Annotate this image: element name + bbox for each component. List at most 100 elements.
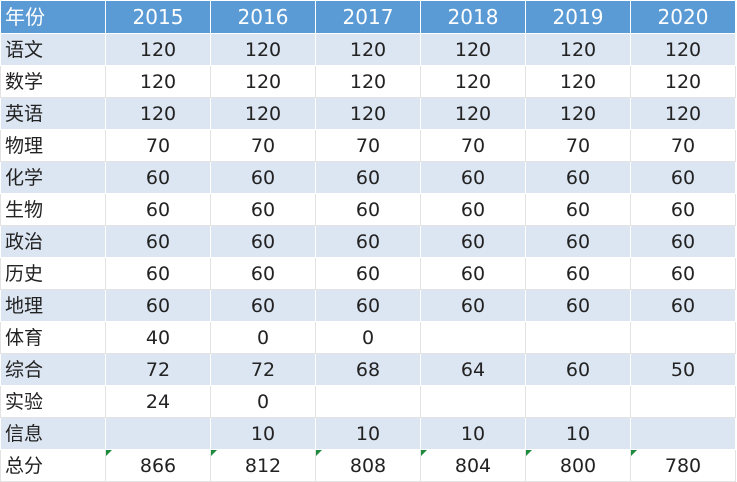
score-cell[interactable]: 60: [420, 193, 526, 226]
score-cell[interactable]: 120: [630, 65, 736, 98]
header-cell-year[interactable]: 2018: [420, 0, 526, 34]
header-cell-year[interactable]: 2015: [105, 0, 211, 34]
score-cell[interactable]: 60: [630, 257, 736, 290]
row-label-cell[interactable]: 历史: [0, 257, 106, 290]
row-label-cell[interactable]: 体育: [0, 321, 106, 354]
header-cell-year-label[interactable]: 年份: [0, 0, 106, 34]
score-cell[interactable]: 60: [210, 161, 316, 194]
score-cell[interactable]: 60: [210, 193, 316, 226]
score-cell[interactable]: 120: [420, 33, 526, 66]
score-cell[interactable]: 0: [315, 321, 421, 354]
score-cell[interactable]: 60: [315, 225, 421, 258]
score-cell[interactable]: 60: [630, 289, 736, 322]
score-cell[interactable]: 60: [525, 193, 631, 226]
score-cell[interactable]: 40: [105, 321, 211, 354]
row-label-cell[interactable]: 信息: [0, 417, 106, 450]
score-cell[interactable]: 120: [420, 97, 526, 130]
score-cell[interactable]: 60: [630, 225, 736, 258]
score-cell[interactable]: 120: [315, 33, 421, 66]
score-cell[interactable]: 120: [105, 33, 211, 66]
score-cell[interactable]: 120: [315, 97, 421, 130]
score-cell[interactable]: 60: [420, 161, 526, 194]
score-cell[interactable]: 120: [210, 65, 316, 98]
score-cell[interactable]: 60: [420, 289, 526, 322]
total-label-cell[interactable]: 总分: [0, 449, 106, 482]
score-cell[interactable]: 50: [630, 353, 736, 386]
score-cell[interactable]: 60: [630, 161, 736, 194]
header-cell-year[interactable]: 2016: [210, 0, 316, 34]
score-cell[interactable]: 60: [525, 353, 631, 386]
score-cell[interactable]: [630, 385, 736, 418]
score-cell[interactable]: 70: [315, 129, 421, 162]
score-cell[interactable]: 120: [210, 33, 316, 66]
row-label-cell[interactable]: 实验: [0, 385, 106, 418]
score-cell[interactable]: 60: [525, 161, 631, 194]
score-cell[interactable]: 120: [420, 65, 526, 98]
score-cell[interactable]: 0: [210, 321, 316, 354]
score-cell[interactable]: 10: [420, 417, 526, 450]
score-cell[interactable]: 120: [630, 33, 736, 66]
formula-warning-flag-icon[interactable]: [211, 450, 217, 456]
score-cell[interactable]: 10: [315, 417, 421, 450]
row-label-cell[interactable]: 数学: [0, 65, 106, 98]
header-cell-year[interactable]: 2017: [315, 0, 421, 34]
score-cell[interactable]: 120: [630, 97, 736, 130]
score-cell[interactable]: [420, 321, 526, 354]
row-label-cell[interactable]: 地理: [0, 289, 106, 322]
score-cell[interactable]: 70: [525, 129, 631, 162]
header-cell-year[interactable]: 2020: [630, 0, 736, 34]
score-cell[interactable]: 60: [105, 257, 211, 290]
score-cell[interactable]: [525, 385, 631, 418]
score-cell[interactable]: 60: [525, 289, 631, 322]
score-cell[interactable]: 60: [315, 289, 421, 322]
score-cell[interactable]: 120: [525, 65, 631, 98]
score-cell[interactable]: 120: [105, 65, 211, 98]
score-cell[interactable]: 60: [105, 193, 211, 226]
row-label-cell[interactable]: 综合: [0, 353, 106, 386]
score-cell[interactable]: 60: [315, 257, 421, 290]
score-cell[interactable]: 60: [315, 193, 421, 226]
formula-warning-flag-icon[interactable]: [526, 450, 532, 456]
score-cell[interactable]: [105, 417, 211, 450]
score-cell[interactable]: 70: [420, 129, 526, 162]
score-cell[interactable]: 120: [210, 97, 316, 130]
total-cell[interactable]: 808: [315, 449, 421, 482]
score-cell[interactable]: 70: [630, 129, 736, 162]
score-cell[interactable]: 60: [420, 225, 526, 258]
header-cell-year[interactable]: 2019: [525, 0, 631, 34]
score-cell[interactable]: 60: [525, 225, 631, 258]
score-cell[interactable]: 68: [315, 353, 421, 386]
row-label-cell[interactable]: 英语: [0, 97, 106, 130]
total-cell[interactable]: 866: [105, 449, 211, 482]
total-cell[interactable]: 800: [525, 449, 631, 482]
score-cell[interactable]: 60: [105, 289, 211, 322]
row-label-cell[interactable]: 语文: [0, 33, 106, 66]
score-cell[interactable]: 120: [315, 65, 421, 98]
score-cell[interactable]: 10: [210, 417, 316, 450]
score-cell[interactable]: [630, 417, 736, 450]
total-cell[interactable]: 812: [210, 449, 316, 482]
score-cell[interactable]: 72: [210, 353, 316, 386]
row-label-cell[interactable]: 物理: [0, 129, 106, 162]
score-cell[interactable]: 60: [210, 225, 316, 258]
score-cell[interactable]: 120: [105, 97, 211, 130]
score-cell[interactable]: 120: [525, 33, 631, 66]
score-cell[interactable]: 60: [210, 289, 316, 322]
score-cell[interactable]: 60: [315, 161, 421, 194]
score-cell[interactable]: [525, 321, 631, 354]
score-cell[interactable]: [315, 385, 421, 418]
score-cell[interactable]: 70: [210, 129, 316, 162]
score-cell[interactable]: 60: [630, 193, 736, 226]
score-cell[interactable]: 60: [105, 161, 211, 194]
score-cell[interactable]: 120: [525, 97, 631, 130]
score-cell[interactable]: 64: [420, 353, 526, 386]
row-label-cell[interactable]: 化学: [0, 161, 106, 194]
row-label-cell[interactable]: 生物: [0, 193, 106, 226]
score-cell[interactable]: [420, 385, 526, 418]
score-cell[interactable]: 0: [210, 385, 316, 418]
score-cell[interactable]: 10: [525, 417, 631, 450]
score-cell[interactable]: 24: [105, 385, 211, 418]
score-cell[interactable]: [630, 321, 736, 354]
total-cell[interactable]: 804: [420, 449, 526, 482]
formula-warning-flag-icon[interactable]: [106, 450, 112, 456]
